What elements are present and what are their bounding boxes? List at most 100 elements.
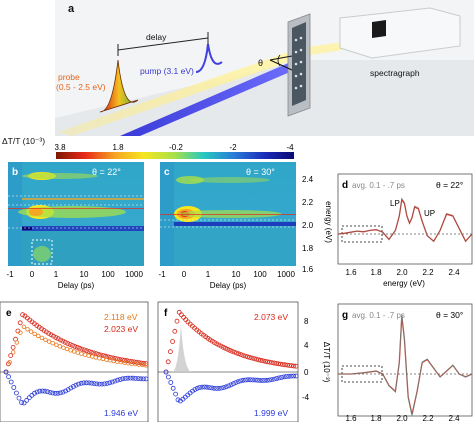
data-point [264, 377, 270, 383]
data-point [54, 342, 59, 347]
data-point [226, 383, 232, 389]
data-point [289, 363, 295, 369]
colorbar-tick: 1.8 [112, 143, 124, 152]
data-point [133, 375, 139, 381]
x-axis-label: energy (eV) [383, 279, 425, 288]
data-point [60, 338, 66, 344]
data-point [225, 346, 231, 352]
data-point [34, 389, 40, 395]
panel-g-note: avg. 0.1 - .7 ps [352, 311, 405, 320]
panel-e-kinetics: e 2.118 eV 2.023 eV 1.946 eV [0, 301, 149, 422]
data-point [293, 363, 299, 369]
colorbar-tick: -2 [229, 143, 237, 152]
data-point [8, 353, 14, 359]
data-point [280, 362, 286, 367]
data-point [71, 384, 76, 389]
data-point [43, 329, 49, 335]
data-point [52, 390, 58, 396]
data-point [286, 362, 292, 368]
data-point [108, 354, 113, 360]
data-point [240, 377, 246, 383]
data-point [6, 374, 12, 380]
data-point [271, 376, 277, 382]
data-point [228, 382, 234, 388]
panel-e-letter: e [6, 308, 12, 319]
map-x-axis-b: -1 0 1 10 100 1000 Delay (ps) [6, 270, 143, 290]
x-tick: 2.4 [448, 268, 460, 277]
data-point [284, 362, 290, 368]
data-point [125, 375, 131, 381]
panel-d-note: avg. 0.1 - .7 ps [352, 181, 405, 190]
data-point [194, 385, 200, 391]
data-point [229, 348, 235, 354]
data-point [32, 390, 37, 396]
data-point [39, 335, 45, 341]
data-point [68, 385, 74, 391]
data-point [19, 400, 25, 405]
sample-holder [287, 13, 311, 117]
x-tick: 0 [30, 270, 35, 279]
data-point [175, 397, 181, 403]
data-point [102, 381, 107, 387]
data-point [18, 330, 23, 335]
x-tick: 10 [80, 270, 89, 279]
data-point [115, 356, 120, 362]
panel-g-x-axis: 1.6 1.8 2.0 2.2 2.4 [345, 414, 460, 422]
data-point [21, 400, 27, 406]
data-point [174, 318, 180, 324]
y-tick: 8 [304, 317, 309, 326]
data-point [267, 377, 272, 383]
data-point [99, 381, 105, 387]
data-point [234, 350, 239, 356]
data-point [165, 359, 171, 365]
data-point [231, 349, 237, 355]
data-point [57, 344, 62, 349]
data-point [81, 347, 87, 353]
data-point [140, 376, 146, 382]
data-point [135, 376, 141, 382]
data-point [278, 361, 284, 367]
data-point [227, 347, 233, 353]
data-point [163, 369, 169, 375]
map-y-axis: 2.4 2.2 2.0 1.8 1.6 energy (eV) [302, 175, 333, 274]
data-point [259, 378, 265, 383]
panel-c-theta: θ = 30° [246, 167, 275, 177]
spectrograph-icon [339, 7, 461, 59]
colorbar-tick: -0.2 [169, 143, 183, 152]
data-point [286, 373, 292, 379]
delay-label: delay [146, 32, 167, 42]
data-point [250, 377, 256, 383]
data-point [117, 377, 123, 382]
data-point [63, 388, 68, 394]
data-point [218, 385, 224, 391]
legend-2023: 2.023 eV [104, 324, 138, 334]
probe-label: probe [58, 72, 80, 82]
data-point [255, 377, 260, 383]
legend-2118: 2.118 eV [104, 312, 138, 322]
data-point [247, 354, 253, 360]
data-point [45, 389, 50, 395]
x-tick: 1000 [277, 270, 295, 279]
x-tick: 1.8 [370, 268, 382, 277]
data-point [96, 381, 102, 387]
data-point [236, 351, 242, 357]
data-point [84, 348, 90, 354]
data-point [28, 329, 34, 334]
data-point [197, 385, 203, 390]
data-point [64, 346, 70, 352]
map-x-axis-c: -1 0 1 10 100 1000 Delay (ps) [158, 270, 295, 290]
data-point [129, 359, 135, 364]
trace-1946ev [3, 369, 149, 406]
data-point [107, 380, 113, 386]
data-point [36, 333, 41, 339]
data-point [211, 385, 217, 391]
data-point [42, 388, 48, 394]
data-point [48, 332, 54, 338]
y-tick: 1.6 [302, 265, 314, 274]
data-point [223, 384, 229, 390]
data-point [249, 355, 255, 361]
data-point [143, 376, 149, 382]
data-point [37, 388, 43, 394]
data-point [94, 381, 100, 387]
spectrum-line-d-fit [337, 197, 473, 243]
